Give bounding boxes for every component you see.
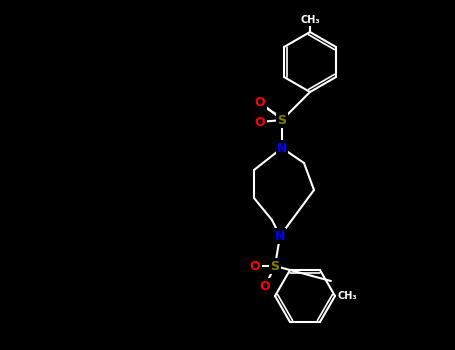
Text: N: N [277,141,287,154]
Text: O: O [260,280,270,293]
Text: S: S [271,259,279,273]
Text: O: O [255,116,265,128]
Text: O: O [255,96,265,108]
Text: CH₃: CH₃ [300,15,320,25]
Text: N: N [275,230,285,243]
Text: CH₃: CH₃ [337,291,357,301]
Text: O: O [250,259,260,273]
Text: S: S [278,113,287,126]
